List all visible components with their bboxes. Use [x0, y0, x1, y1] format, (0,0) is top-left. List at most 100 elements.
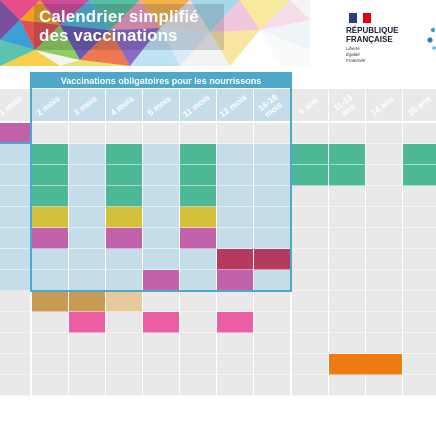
vaccine-dose-cell [32, 144, 68, 165]
calendar-cell [0, 291, 30, 312]
calendar-cell [292, 207, 328, 228]
calendar-cell [329, 123, 365, 144]
vaccine-dose-cell [254, 249, 290, 270]
vaccine-dose-cell [143, 270, 179, 291]
calendar-cell [69, 375, 105, 396]
page-title-line-2: des vaccinations [39, 26, 178, 45]
calendar-cell [32, 312, 68, 333]
calendar-cell [0, 186, 30, 207]
calendar-cell [0, 333, 30, 354]
calendar-cell [0, 354, 30, 375]
calendar-cell [217, 207, 253, 228]
vaccine-dose-cell [32, 207, 68, 228]
vaccine-dose-cell [69, 312, 105, 333]
calendar-cell [366, 165, 402, 186]
mandatory-vaccinations-header-bar [31, 73, 291, 88]
calendar-cell [32, 333, 68, 354]
calendar-cell [180, 249, 216, 270]
calendar-cell [180, 123, 216, 144]
vaccine-dose-cell [217, 312, 253, 333]
calendar-cell [69, 354, 105, 375]
calendar-cell [292, 249, 328, 270]
marianne-flag-icon [349, 13, 371, 23]
calendar-cell [292, 270, 328, 291]
calendar-cell [180, 270, 216, 291]
calendar-cell [180, 333, 216, 354]
calendar-cell [69, 207, 105, 228]
calendar-cell [292, 354, 328, 375]
calendar-cell [403, 207, 436, 228]
calendar-cell [106, 354, 142, 375]
calendar-cell [0, 375, 30, 396]
vaccine-dose-cell [180, 165, 216, 186]
calendar-cell [106, 375, 142, 396]
calendar-cell [106, 249, 142, 270]
ministry-logo-fragment [427, 27, 436, 50]
calendar-cell [32, 354, 68, 375]
calendar-cell [143, 207, 179, 228]
calendar-cell [254, 354, 290, 375]
calendar-cell [217, 375, 253, 396]
calendar-cell [69, 165, 105, 186]
calendar-cell [254, 333, 290, 354]
calendar-cell [217, 228, 253, 249]
vaccine-dose-cell [217, 249, 253, 270]
calendar-cell [329, 291, 365, 312]
calendar-cell [143, 375, 179, 396]
vaccine-dose-cell [69, 291, 105, 312]
calendar-cell [69, 144, 105, 165]
calendar-cell [329, 375, 365, 396]
calendar-cell [403, 291, 436, 312]
calendar-cell [366, 249, 402, 270]
calendar-cell [403, 270, 436, 291]
calendar-cell [292, 186, 328, 207]
age-column-header [106, 89, 142, 121]
calendar-cell [0, 165, 30, 186]
calendar-cell [254, 375, 290, 396]
calendar-cell [254, 291, 290, 312]
calendar-cell [143, 228, 179, 249]
calendar-cell [69, 270, 105, 291]
vaccine-dose-cell [366, 354, 402, 375]
calendar-cell [0, 312, 30, 333]
calendar-cell [32, 270, 68, 291]
vaccine-dose-cell [403, 144, 436, 165]
calendar-cell [254, 270, 290, 291]
calendar-cell [254, 144, 290, 165]
calendar-cell [329, 312, 365, 333]
vaccine-dose-cell [292, 144, 328, 165]
vaccine-dose-cell [0, 123, 30, 144]
page-title-line-1: Calendrier simplifié [39, 7, 199, 26]
age-column-header [329, 89, 365, 121]
republique-francaise-logo: RÉPUBLIQUE FRANÇAISE Liberté Égalité Fra… [340, 8, 420, 68]
calendar-cell [329, 270, 365, 291]
calendar-cell [180, 375, 216, 396]
calendar-cell [366, 144, 402, 165]
age-column-header [254, 89, 290, 121]
calendar-cell [403, 228, 436, 249]
calendar-cell [0, 249, 30, 270]
calendar-cell [366, 291, 402, 312]
calendar-cell [0, 270, 30, 291]
vaccine-dose-cell [180, 228, 216, 249]
calendar-cell [143, 249, 179, 270]
calendar-cell [217, 354, 253, 375]
age-column-header [217, 89, 253, 121]
calendar-cell [254, 228, 290, 249]
calendar-cell [292, 123, 328, 144]
vaccine-dose-cell [106, 228, 142, 249]
vaccine-dose-cell [217, 270, 253, 291]
calendar-cell [292, 375, 328, 396]
vaccine-dose-cell [292, 165, 328, 186]
calendar-cell [403, 312, 436, 333]
vaccine-dose-cell [106, 207, 142, 228]
calendar-cell [106, 270, 142, 291]
calendar-cell [366, 375, 402, 396]
vaccine-dose-cell [180, 207, 216, 228]
age-column-header [292, 89, 328, 121]
age-column-header [32, 89, 68, 121]
calendar-cell [69, 333, 105, 354]
calendar-cell [69, 123, 105, 144]
calendar-cell [366, 312, 402, 333]
calendar-cell [69, 249, 105, 270]
